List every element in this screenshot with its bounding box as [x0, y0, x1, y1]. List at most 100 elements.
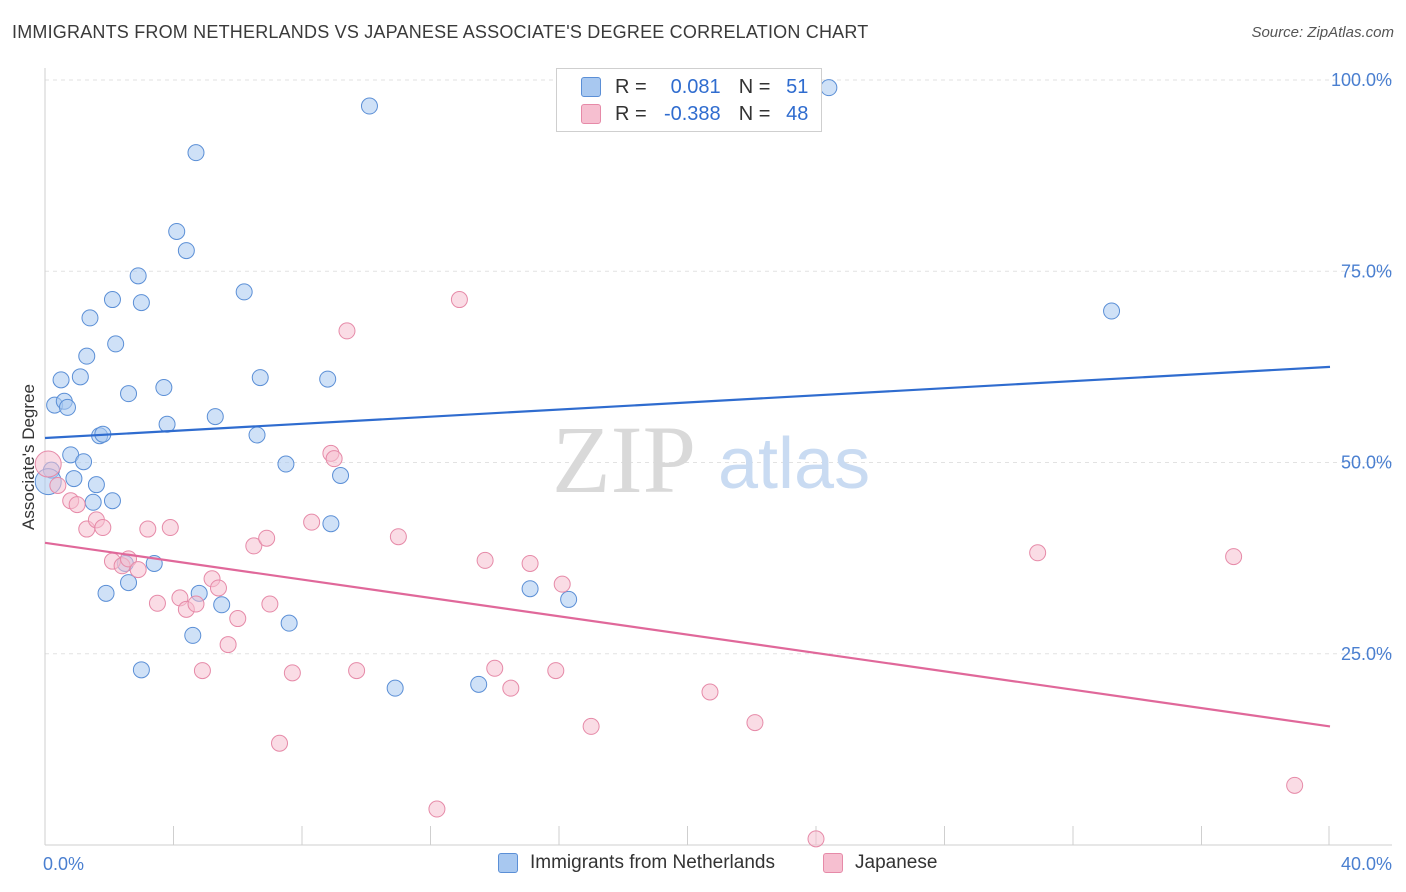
legend-r-label: R =	[615, 102, 647, 125]
data-point-netherlands	[103, 291, 121, 309]
data-point-netherlands	[386, 679, 404, 697]
data-point-netherlands	[187, 144, 205, 162]
data-point-japanese	[271, 734, 289, 752]
y-tick-label: 75.0%	[1341, 261, 1392, 281]
correlation-legend: R = 0.081 N = 51 R = -0.388 N = 48	[556, 68, 822, 132]
data-point-netherlands	[251, 369, 269, 387]
data-point-netherlands	[521, 580, 539, 598]
data-point-japanese	[34, 450, 62, 478]
data-point-japanese	[486, 659, 504, 677]
data-point-netherlands	[75, 453, 93, 471]
trend-line-japanese	[44, 541, 1331, 728]
data-point-japanese	[521, 554, 539, 572]
x-tick-label: 0.0%	[43, 854, 84, 874]
data-point-japanese	[209, 579, 227, 597]
data-point-netherlands	[470, 675, 488, 693]
data-point-netherlands	[206, 408, 224, 426]
grid-layer	[45, 79, 1392, 655]
data-point-japanese	[338, 322, 356, 340]
legend-r-label: R =	[615, 75, 647, 98]
legend-r-value: -0.388	[663, 102, 721, 125]
legend-n-label: N =	[738, 102, 771, 125]
data-point-netherlands	[177, 242, 195, 260]
chart-source: Source: ZipAtlas.com	[1251, 24, 1394, 41]
data-point-japanese	[389, 528, 407, 546]
data-point-netherlands	[129, 267, 147, 285]
data-point-netherlands	[560, 590, 578, 608]
data-point-japanese	[582, 717, 600, 735]
data-point-japanese	[49, 476, 67, 494]
y-tick-label: 50.0%	[1341, 453, 1392, 473]
data-point-japanese	[428, 800, 446, 818]
data-point-netherlands	[97, 584, 115, 602]
data-point-netherlands	[322, 515, 340, 533]
data-point-japanese	[94, 519, 112, 537]
data-point-japanese	[261, 595, 279, 613]
y-axis-label: Associate's Degree	[19, 384, 38, 530]
data-point-japanese	[476, 551, 494, 569]
data-point-japanese	[1225, 548, 1243, 566]
data-point-netherlands	[81, 309, 99, 327]
data-point-netherlands	[280, 614, 298, 632]
data-point-japanese	[547, 662, 565, 680]
data-point-netherlands	[71, 368, 89, 386]
data-point-japanese	[807, 830, 825, 848]
data-point-netherlands	[107, 335, 125, 353]
data-point-netherlands	[87, 476, 105, 494]
data-point-japanese	[258, 529, 276, 547]
legend-row-netherlands: R = 0.081 N = 51	[581, 74, 808, 100]
data-point-netherlands	[84, 493, 102, 511]
data-point-netherlands	[120, 574, 138, 592]
data-point-netherlands	[248, 426, 266, 444]
x-tick-label: 40.0%	[1341, 854, 1392, 874]
legend-n-value: 48	[786, 102, 809, 125]
legend-row-japanese: R = -0.388 N = 48	[581, 101, 808, 127]
data-point-netherlands	[360, 97, 378, 115]
data-point-japanese	[502, 679, 520, 697]
watermark-atlas: atlas	[718, 424, 870, 504]
legend-item-japanese[interactable]: Japanese	[823, 852, 937, 874]
data-point-japanese	[139, 520, 157, 538]
data-point-netherlands	[213, 596, 231, 614]
data-point-netherlands	[65, 470, 83, 488]
trend-layer	[44, 365, 1331, 728]
legend-swatch-japanese	[823, 853, 843, 873]
data-point-japanese	[325, 450, 343, 468]
data-point-japanese	[450, 291, 468, 309]
data-point-japanese	[283, 664, 301, 682]
data-point-japanese	[245, 537, 263, 555]
data-point-japanese	[701, 683, 719, 701]
legend-item-netherlands[interactable]: Immigrants from Netherlands	[498, 852, 775, 874]
data-point-japanese	[129, 561, 147, 579]
data-point-netherlands	[319, 370, 337, 388]
legend-n-value: 51	[786, 75, 809, 98]
data-point-japanese	[68, 496, 86, 514]
legend-swatch-japanese	[581, 104, 601, 124]
data-point-netherlands	[820, 79, 838, 97]
y-tick-label: 100.0%	[1331, 70, 1392, 90]
data-point-netherlands	[168, 222, 186, 240]
data-point-japanese	[1029, 544, 1047, 562]
data-point-japanese	[193, 662, 211, 680]
data-point-japanese	[746, 714, 764, 732]
data-point-japanese	[219, 636, 237, 654]
legend-label-japanese: Japanese	[855, 852, 938, 873]
labels-layer: Associate's Degree 25.0% 50.0% 75.0% 100.0%…	[19, 70, 1392, 874]
data-point-netherlands	[277, 455, 295, 473]
watermark-zip: ZIP	[552, 406, 696, 513]
data-point-japanese	[187, 595, 205, 613]
data-point-netherlands	[52, 371, 70, 389]
legend-r-value: 0.081	[670, 75, 721, 98]
legend-label-netherlands: Immigrants from Netherlands	[530, 852, 775, 873]
data-point-japanese	[553, 575, 571, 593]
trend-line-netherlands	[44, 365, 1331, 440]
y-tick-label: 25.0%	[1341, 644, 1392, 664]
data-point-netherlands	[78, 347, 96, 365]
data-point-netherlands	[58, 398, 76, 416]
data-point-netherlands	[132, 294, 150, 312]
data-point-netherlands	[132, 661, 150, 679]
data-point-japanese	[161, 519, 179, 537]
series-legend: Immigrants from Netherlands Japanese	[0, 852, 1406, 878]
data-point-netherlands	[235, 283, 253, 301]
legend-n-label: N =	[738, 75, 771, 98]
